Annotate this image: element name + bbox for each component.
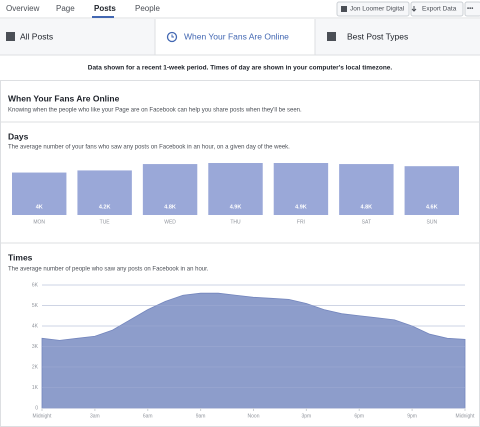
- subtab-active[interactable]: When Your Fans Are Online: [184, 31, 289, 41]
- day-label: THU: [230, 219, 241, 225]
- x-tick-label: 3pm: [302, 413, 312, 419]
- value-label: 4.8K: [361, 204, 373, 210]
- chart-title: Times: [8, 252, 33, 262]
- x-tick-label: Midnight: [456, 413, 476, 419]
- x-tick-label: 3am: [90, 413, 100, 419]
- clock-hands: [171, 34, 174, 38]
- section-title: When Your Fans Are Online: [8, 93, 120, 103]
- day-label: SUN: [427, 219, 438, 225]
- y-tick-label: 5K: [32, 303, 39, 309]
- export-label: Export Data: [422, 6, 457, 13]
- y-tick-label: 2K: [32, 364, 39, 370]
- notice: Data shown for a recent 1-week period. T…: [88, 65, 393, 72]
- day-label: MON: [33, 219, 45, 225]
- export-icon: [411, 6, 417, 12]
- subtab[interactable]: Best Post Types: [347, 31, 408, 41]
- y-tick-label: 4K: [32, 323, 39, 329]
- clock-icon: [166, 31, 178, 43]
- x-tick-label: 6pm: [354, 413, 364, 419]
- chart-subtitle: The average number of people who saw any…: [8, 267, 209, 273]
- x-tick-label: Noon: [248, 413, 260, 419]
- nav-tab[interactable]: People: [135, 4, 160, 13]
- bar: [12, 172, 67, 215]
- value-label: 4.2K: [99, 204, 111, 210]
- page-name: Jon Loomer Digital: [350, 6, 405, 13]
- bar: [208, 163, 263, 215]
- section-description: Knowing when the people who like your Pa…: [8, 108, 302, 114]
- day-label: TUE: [100, 219, 111, 225]
- post-types-icon: [327, 32, 336, 41]
- all-posts-icon: [6, 32, 15, 41]
- nav-tab[interactable]: Page: [56, 4, 75, 13]
- x-tick-label: 9am: [196, 413, 206, 419]
- x-tick-label: Midnight: [33, 413, 53, 419]
- value-label: 4.6K: [426, 204, 438, 210]
- nav-tab[interactable]: Overview: [6, 4, 40, 13]
- nav-tab-active[interactable]: Posts: [94, 4, 116, 13]
- value-label: 4.9K: [295, 204, 307, 210]
- bar: [273, 163, 329, 215]
- day-label: WED: [164, 219, 176, 225]
- active-underline: [92, 16, 114, 18]
- y-tick-label: 1K: [32, 385, 39, 391]
- page-icon: [341, 6, 347, 12]
- value-label: 4.9K: [230, 204, 242, 210]
- bar: [404, 166, 459, 215]
- day-label: FRI: [297, 219, 305, 225]
- area: [41, 292, 466, 409]
- x-tick-label: 6am: [143, 413, 153, 419]
- value-label: 4.8K: [164, 204, 176, 210]
- export-button[interactable]: [410, 1, 464, 17]
- chart-title: Days: [8, 131, 29, 141]
- more-label: •••: [467, 7, 473, 13]
- more-button[interactable]: [464, 1, 480, 17]
- subtab[interactable]: All Posts: [20, 31, 53, 41]
- chart-subtitle: The average number of your fans who saw …: [8, 145, 290, 151]
- y-tick-label: 0: [35, 405, 38, 411]
- page-button[interactable]: [336, 1, 410, 17]
- value-label: 4K: [36, 204, 43, 210]
- y-tick-label: 6K: [32, 282, 39, 288]
- y-tick-label: 3K: [32, 344, 39, 350]
- bar: [142, 164, 198, 215]
- subtab-active-bg: [155, 19, 315, 55]
- bar: [339, 164, 394, 215]
- bar: [77, 170, 132, 215]
- day-label: SAT: [362, 219, 371, 225]
- x-tick-label: 9pm: [407, 413, 417, 419]
